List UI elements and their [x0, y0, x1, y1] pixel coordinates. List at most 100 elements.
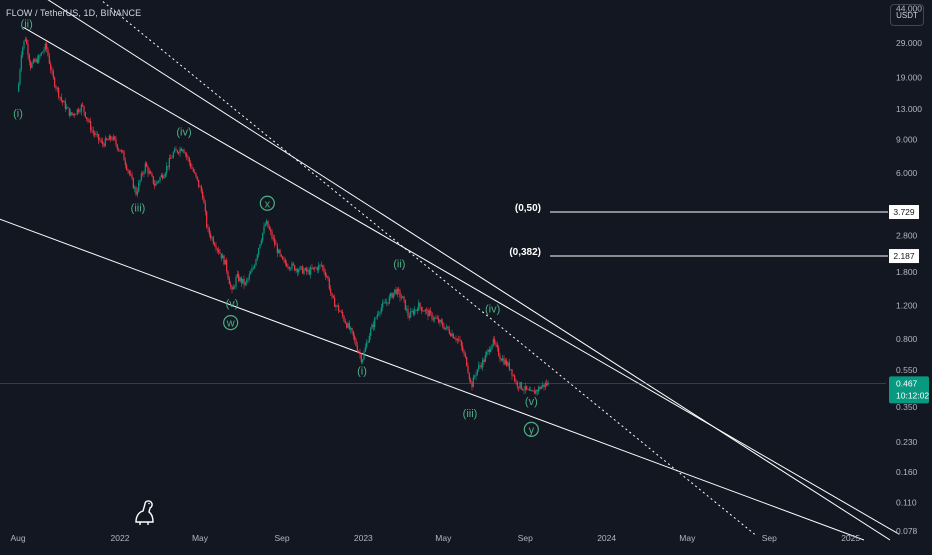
candle-body [336, 305, 338, 307]
candle-body [259, 244, 261, 249]
candle-body [514, 375, 516, 382]
candle-body [36, 58, 38, 63]
candle-body [316, 267, 318, 271]
candle-body [95, 133, 97, 135]
candle-body [251, 268, 253, 272]
candle-body [400, 297, 402, 299]
candle-body [116, 144, 118, 150]
candle-body [499, 355, 501, 360]
candle-body [151, 173, 153, 177]
candle-body [320, 264, 322, 266]
time-axis[interactable]: Aug 2022 May Sep 2023 May Sep 2024 May Sep 2025 [10, 533, 860, 543]
candle-body [291, 263, 293, 269]
candle-body [155, 182, 157, 186]
candle-body [170, 158, 172, 159]
candle-body [427, 309, 429, 317]
candle-body [268, 227, 270, 230]
candle-body [483, 359, 485, 362]
candle-body [471, 381, 473, 388]
countdown-tag: 10:12:02 [896, 390, 929, 400]
candle-body [196, 176, 198, 180]
candle-body [388, 296, 390, 304]
candle-body [439, 319, 441, 323]
time-axis-tick: 2025 [841, 533, 860, 543]
candle-body [358, 350, 360, 353]
candle-body [234, 286, 236, 288]
candle-body [491, 344, 493, 349]
current-price-tag-bg [889, 376, 929, 404]
candle-body [22, 47, 24, 56]
wave-label-circle [523, 421, 539, 437]
candle-body [384, 302, 386, 304]
candle-body [306, 268, 308, 272]
candle-body [206, 211, 208, 227]
candle-body [482, 359, 484, 368]
time-axis-tick: Aug [10, 533, 25, 543]
candle-body [432, 319, 434, 320]
candle-body [464, 353, 466, 357]
candle-body [466, 356, 468, 366]
candle-body [243, 278, 245, 285]
candle-body [232, 287, 234, 290]
candle-body [288, 267, 290, 269]
candle-body [467, 365, 469, 373]
wave-label: (i) [357, 366, 367, 378]
candle-body [267, 220, 269, 228]
candle-body [126, 164, 128, 170]
fib-level-tag: 3.729 [893, 207, 915, 217]
candle-body [411, 311, 413, 312]
candle-body [395, 289, 397, 295]
candle-body [355, 339, 357, 346]
wave-label-circle [223, 314, 239, 331]
candle-body [454, 338, 456, 339]
candle-body [440, 319, 442, 323]
candle-body [379, 312, 381, 314]
time-axis-tick: 2022 [111, 533, 130, 543]
candle-body [428, 310, 430, 317]
candle-body [255, 259, 257, 266]
candle-body [194, 171, 196, 173]
price-axis-tick: 0.110 [896, 498, 917, 508]
candle-body [503, 358, 505, 365]
candle-body [451, 333, 453, 337]
candle-body [476, 369, 478, 375]
candle-body [147, 166, 149, 174]
candle-body [120, 150, 122, 152]
candle-body [111, 139, 113, 141]
candle-body [164, 173, 166, 177]
candle-body [219, 252, 221, 254]
candle-body [180, 148, 182, 152]
candle-layer [18, 36, 549, 396]
candle-body [458, 339, 460, 340]
currency-button[interactable]: USDT [890, 4, 924, 26]
candle-body [223, 255, 225, 265]
candle-body [63, 101, 65, 103]
candle-body [272, 238, 274, 239]
candle-body [448, 329, 450, 334]
candle-body [218, 249, 220, 253]
price-axis[interactable]: 44.00029.00019.00013.0009.0006.0003.8002… [896, 3, 922, 536]
candle-body [547, 381, 549, 386]
candle-body [534, 390, 536, 394]
candle-body [134, 187, 136, 189]
candle-body [174, 149, 176, 153]
price-axis-tick: 0.350 [896, 402, 918, 412]
candle-body [331, 292, 333, 296]
candle-body [279, 249, 281, 255]
candle-body [216, 248, 218, 250]
candle-body [542, 384, 544, 387]
candle-body [414, 309, 416, 315]
candle-body [60, 96, 62, 101]
candle-body [347, 323, 349, 328]
candle-body [280, 254, 282, 257]
candle-body [424, 309, 426, 312]
candle-body [544, 383, 546, 388]
candle-body [55, 86, 57, 89]
candle-body [82, 104, 84, 106]
price-axis-tick: 6.000 [896, 168, 918, 178]
trendline-4 [0, 218, 865, 541]
symbol-title[interactable]: FLOW / TetherUS, 1D, BINANCE [6, 8, 142, 18]
candle-body [302, 266, 304, 274]
